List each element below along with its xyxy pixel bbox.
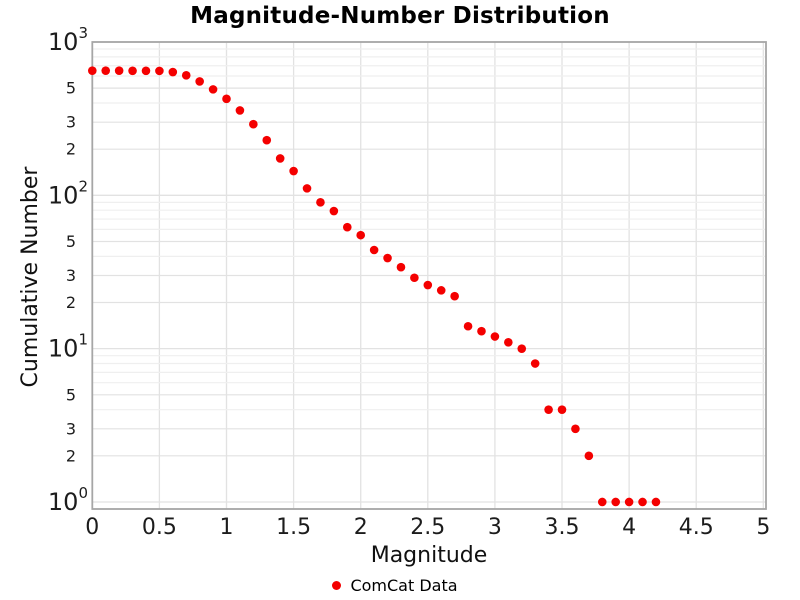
- plot-border: [91, 41, 767, 510]
- x-tick-label: 3.5: [545, 515, 580, 540]
- data-point: [262, 135, 272, 145]
- data-point: [181, 71, 191, 80]
- data-point: [302, 184, 312, 193]
- data-point: [651, 497, 661, 507]
- y-major-tick-label: 103: [48, 24, 88, 56]
- data-point: [222, 94, 231, 104]
- data-point: [101, 66, 111, 75]
- x-tick-label: 4: [622, 515, 636, 540]
- y-minor-tick-label: 3: [66, 419, 76, 438]
- data-point: [490, 332, 500, 341]
- data-point: [584, 451, 594, 461]
- data-point: [369, 245, 379, 255]
- data-point: [128, 66, 137, 76]
- y-major-tick-label: 100: [48, 484, 88, 516]
- y-minor-tick-label: 5: [66, 385, 76, 404]
- data-point: [463, 321, 473, 331]
- data-point: [611, 497, 620, 507]
- data-point: [155, 66, 164, 76]
- y-major-tick-label: 102: [48, 177, 88, 209]
- legend-marker-dot: [332, 581, 342, 590]
- x-tick-label: 5: [756, 515, 770, 540]
- x-tick-label: 2: [354, 515, 368, 540]
- chart-title: Magnitude-Number Distribution: [190, 3, 610, 29]
- data-point: [517, 344, 527, 353]
- series-comcat-data: [88, 66, 661, 507]
- y-minor-tick-label: 3: [66, 113, 76, 132]
- x-tick-label: 1: [220, 515, 234, 540]
- x-axis-title: Magnitude: [370, 543, 488, 568]
- data-point: [316, 198, 325, 207]
- data-point: [383, 253, 392, 263]
- data-point: [88, 66, 97, 75]
- data-point: [342, 222, 352, 232]
- data-point: [624, 497, 634, 507]
- y-minor-tick-label: 5: [66, 79, 76, 98]
- x-tick-label: 4.5: [679, 515, 714, 540]
- data-point: [423, 280, 433, 290]
- x-tick-label: 3: [488, 515, 502, 540]
- data-point: [249, 119, 258, 129]
- y-minor-tick-label: 2: [66, 446, 76, 465]
- data-point: [436, 286, 446, 295]
- legend: ComCat Data: [0, 576, 790, 595]
- data-point: [638, 497, 647, 507]
- data-point: [504, 338, 513, 347]
- data-point: [396, 262, 406, 272]
- x-tick-label: 2.5: [410, 515, 445, 540]
- data-point: [168, 67, 178, 77]
- x-tick-label: 0.5: [142, 515, 177, 540]
- data-point: [477, 326, 486, 336]
- data-point: [195, 77, 204, 86]
- data-point: [141, 66, 151, 76]
- y-minor-tick-label: 2: [66, 140, 76, 159]
- data-point: [114, 66, 124, 75]
- data-point: [356, 230, 366, 240]
- y-axis-title: Cumulative Number: [18, 166, 43, 388]
- data-point: [275, 154, 285, 163]
- y-minor-tick-label: 3: [66, 266, 76, 285]
- data-point: [235, 106, 245, 115]
- x-tick-label: 0: [85, 515, 99, 540]
- data-point: [530, 359, 540, 368]
- x-tick-label: 1.5: [276, 515, 311, 540]
- data-point: [597, 497, 607, 507]
- data-point: [410, 273, 419, 283]
- y-minor-tick-label: 2: [66, 293, 76, 312]
- data-point: [208, 85, 218, 94]
- data-point: [289, 166, 298, 176]
- y-minor-tick-label: 5: [66, 232, 76, 251]
- data-point: [557, 405, 567, 414]
- data-point: [571, 424, 580, 434]
- data-point: [329, 206, 339, 216]
- data-point: [450, 291, 459, 301]
- y-major-tick-label: 101: [48, 331, 88, 363]
- data-point: [544, 405, 553, 414]
- legend-label: ComCat Data: [350, 576, 458, 595]
